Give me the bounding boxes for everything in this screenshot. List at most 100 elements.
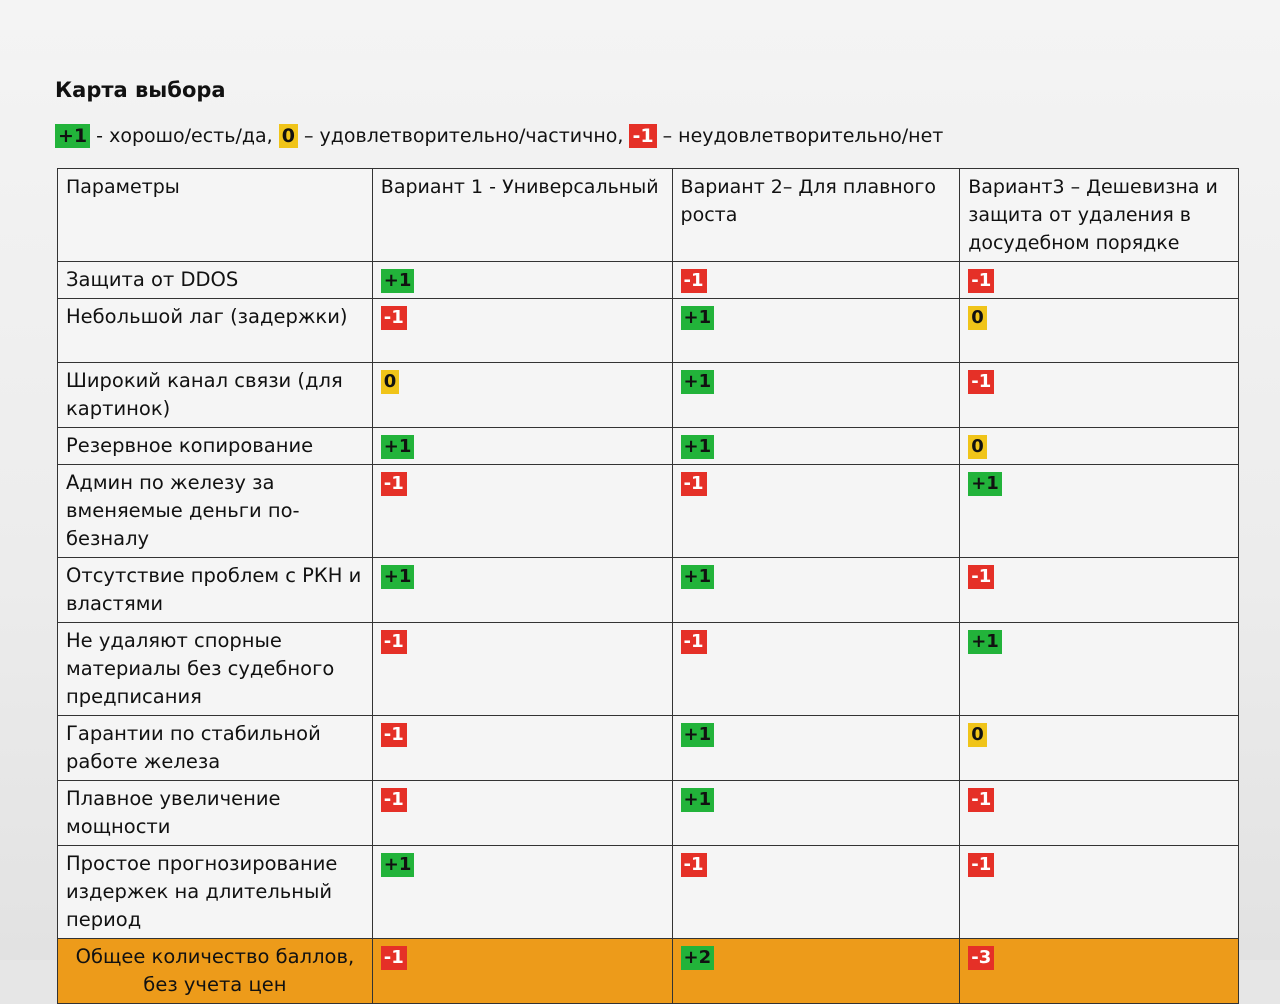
param-cell: Гарантии по стабильной работе железа (57, 715, 373, 781)
score-cell-variant-2: -1 (671, 845, 961, 939)
table-row: Резервное копирование +1 +1 0 (57, 427, 1239, 465)
legend: +1 - хорошо/есть/да, 0 – удовлетворитель… (55, 124, 943, 148)
table-row: Общее количество баллов, без учета цен -1… (57, 938, 1239, 1004)
score-badge: -1 (680, 630, 707, 654)
param-cell: Общее количество баллов, без учета цен (57, 938, 373, 1004)
score-badge: -1 (380, 946, 407, 970)
table-row: Защита от DDOS +1 -1 -1 (57, 261, 1239, 299)
score-cell-variant-1: -1 (371, 298, 673, 363)
score-badge: -1 (968, 565, 995, 589)
score-badge: -1 (968, 269, 995, 293)
score-badge: +1 (680, 565, 715, 589)
score-badge: -1 (968, 853, 995, 877)
score-badge: 0 (380, 370, 400, 394)
score-cell-variant-3: -1 (959, 261, 1239, 299)
score-cell-variant-2: +1 (671, 427, 961, 465)
score-badge: -1 (380, 472, 407, 496)
score-cell-variant-1: -1 (371, 938, 673, 1004)
score-cell-variant-1: -1 (371, 715, 673, 781)
header-params: Параметры (57, 168, 373, 262)
legend-bad-badge: -1 (629, 124, 657, 148)
score-badge: -1 (680, 472, 707, 496)
score-badge: -1 (380, 630, 407, 654)
header-variant-3: Вариант3 – Дешевизна и защита от удалени… (959, 168, 1239, 262)
table-row: Гарантии по стабильной работе железа -1 +1… (57, 715, 1239, 781)
score-cell-variant-1: +1 (371, 557, 673, 623)
legend-good-text: - хорошо/есть/да, (90, 125, 279, 147)
score-cell-variant-3: +1 (959, 622, 1239, 716)
legend-good-badge: +1 (55, 124, 91, 148)
header-variant-2: Вариант 2– Для плавного роста (671, 168, 961, 262)
score-cell-variant-3: 0 (959, 298, 1239, 363)
param-cell: Отсутствие проблем с РКН и властями (57, 557, 373, 623)
page-title: Карта выбора (55, 78, 226, 102)
table-body: Защита от DDOS +1 -1 -1 Небольшой лаг (задер… (57, 261, 1239, 1004)
score-badge: +1 (680, 435, 715, 459)
header-variant-1: Вариант 1 - Универсальный (371, 168, 673, 262)
score-cell-variant-3: -1 (959, 362, 1239, 428)
table-row: Плавное увеличение мощности -1 +1 -1 (57, 780, 1239, 846)
score-badge: +1 (380, 565, 415, 589)
score-badge: +1 (680, 723, 715, 747)
score-badge: -3 (968, 946, 995, 970)
table-row: Широкий канал связи (для картинок) 0 +1 -1 (57, 362, 1239, 428)
param-cell: Админ по железу за вменяемые деньги по-б… (57, 464, 373, 558)
score-badge: +1 (380, 435, 415, 459)
score-cell-variant-2: +1 (671, 780, 961, 846)
score-badge: -1 (380, 306, 407, 330)
score-cell-variant-1: +1 (371, 845, 673, 939)
score-cell-variant-2: +1 (671, 298, 961, 363)
score-badge: +1 (680, 306, 715, 330)
param-cell: Простое прогнозирование издержек на длит… (57, 845, 373, 939)
param-cell: Небольшой лаг (задержки) (57, 298, 373, 363)
score-badge: 0 (968, 723, 987, 747)
score-cell-variant-3: -1 (959, 845, 1239, 939)
table-row: Простое прогнозирование издержек на длит… (57, 845, 1239, 939)
table-header-row: Параметры Вариант 1 - Универсальный Вари… (57, 168, 1239, 262)
score-badge: +1 (380, 269, 415, 293)
legend-mid-text: – удовлетворительно/частично, (297, 125, 630, 147)
score-badge: -1 (380, 788, 407, 812)
score-badge: 0 (968, 306, 987, 330)
score-badge: +2 (680, 946, 715, 970)
score-badge: -1 (680, 853, 707, 877)
score-badge: -1 (968, 788, 995, 812)
score-badge: +1 (380, 853, 415, 877)
score-cell-variant-2: -1 (671, 261, 961, 299)
score-cell-variant-3: -1 (959, 557, 1239, 623)
param-cell: Защита от DDOS (57, 261, 373, 299)
score-cell-variant-2: +1 (671, 715, 961, 781)
score-cell-variant-3: 0 (959, 715, 1239, 781)
param-cell: Плавное увеличение мощности (57, 780, 373, 846)
score-badge: -1 (380, 723, 407, 747)
score-cell-variant-1: +1 (371, 427, 673, 465)
table-row: Отсутствие проблем с РКН и властями +1 +1 -… (57, 557, 1239, 623)
score-cell-variant-1: 0 (371, 362, 673, 428)
score-cell-variant-2: +1 (671, 557, 961, 623)
legend-mid-badge: 0 (278, 124, 298, 148)
score-badge: +1 (968, 472, 1002, 496)
score-cell-variant-3: -1 (959, 780, 1239, 846)
choice-map-table: Параметры Вариант 1 - Универсальный Вари… (57, 168, 1239, 1004)
score-badge: -1 (680, 269, 707, 293)
legend-bad-text: – неудовлетворительно/нет (656, 125, 944, 147)
table-row: Не удаляют спорные материалы без судебно… (57, 622, 1239, 716)
score-badge: +1 (968, 630, 1002, 654)
score-cell-variant-2: +2 (671, 938, 961, 1004)
score-cell-variant-1: -1 (371, 622, 673, 716)
table-row: Небольшой лаг (задержки) -1 +1 0 (57, 298, 1239, 363)
param-cell: Не удаляют спорные материалы без судебно… (57, 622, 373, 716)
score-badge: +1 (680, 370, 715, 394)
score-cell-variant-1: -1 (371, 464, 673, 558)
score-cell-variant-1: +1 (371, 261, 673, 299)
param-cell: Резервное копирование (57, 427, 373, 465)
score-cell-variant-1: -1 (371, 780, 673, 846)
score-badge: -1 (968, 370, 995, 394)
score-cell-variant-2: +1 (671, 362, 961, 428)
score-cell-variant-2: -1 (671, 622, 961, 716)
score-cell-variant-3: -3 (959, 938, 1239, 1004)
table-row: Админ по железу за вменяемые деньги по-б… (57, 464, 1239, 558)
score-cell-variant-2: -1 (671, 464, 961, 558)
score-cell-variant-3: 0 (959, 427, 1239, 465)
